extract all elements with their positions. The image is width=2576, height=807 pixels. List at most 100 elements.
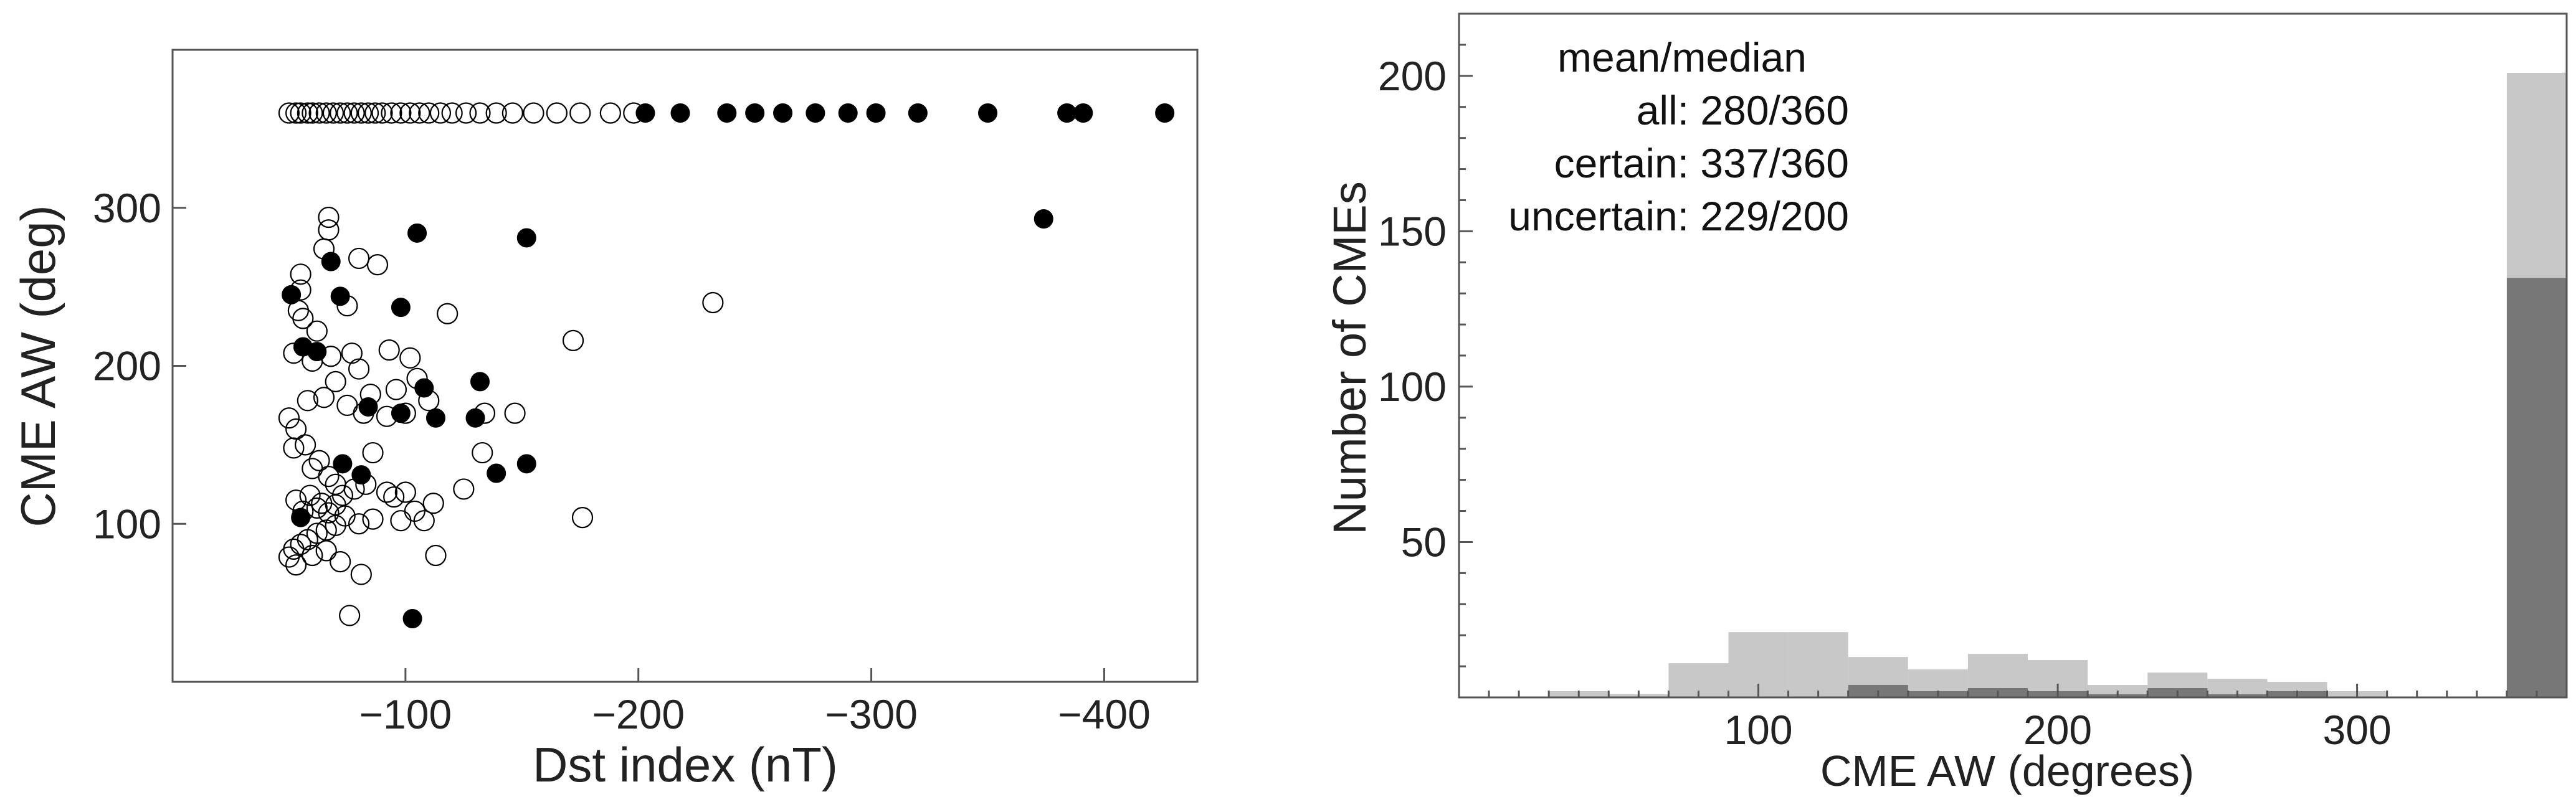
open-data-point [285,418,307,440]
filled-data-point [1034,209,1053,229]
stats-header: mean/median [1557,34,1807,80]
scatter-y-axis-title: CME AW (deg) [11,205,65,527]
open-data-point [371,102,393,124]
open-data-point [318,206,340,229]
histogram-x-axis-title: CME AW (degrees) [1820,747,2194,795]
scatter-x-tick-label: −200 [592,691,685,737]
filled-data-point [282,285,302,304]
filled-data-point [866,103,886,123]
filled-data-point [465,408,485,428]
histogram-x-tick-label: 300 [2323,707,2392,753]
filled-data-point [391,404,411,423]
open-data-point [336,102,358,124]
histogram-plot-frame [1458,12,2568,699]
open-data-point [308,450,330,471]
scatter-y-tick-label: 100 [93,501,161,547]
filled-data-point [838,103,858,123]
open-data-point [399,102,421,124]
open-data-point [315,540,337,562]
open-data-point [425,544,447,567]
filled-data-point [516,454,536,474]
filled-data-point [425,408,445,428]
open-data-point [285,554,307,576]
histogram-ticks: 100 200 300 50 100 150 200 [1378,44,2538,753]
open-data-point [376,481,398,503]
filled-data-point [402,609,422,628]
open-data-point [422,493,444,514]
filled-data-point [717,103,737,123]
open-data-point [278,407,300,429]
scatter-x-tick-label: −400 [1058,691,1151,737]
open-data-point [485,102,507,124]
filled-data-point [635,103,655,123]
scatter-x-axis-title: Dst index (nT) [533,737,838,792]
open-data-point [441,102,463,124]
open-data-point [350,564,372,585]
filled-data-point [1073,103,1093,123]
filled-data-point [745,103,765,123]
open-data-point [399,347,421,369]
open-data-point [546,102,568,124]
scatter-ticks: −100 −200 −300 −400 100 200 300 [93,185,1151,737]
open-data-point [702,291,724,314]
open-data-point [290,102,311,124]
filled-data-point [516,228,536,248]
open-data-point [562,329,584,352]
open-data-point [381,102,402,124]
open-data-point [472,441,493,464]
filled-data-point [291,507,311,527]
open-data-point [523,102,544,124]
open-data-point [350,102,372,124]
open-data-point [390,510,412,532]
open-data-point [290,263,311,285]
open-data-point [383,486,405,508]
filled-data-point [470,372,490,392]
open-data-point [278,102,300,124]
open-data-point [339,605,361,626]
open-data-point [437,303,459,324]
open-data-point [429,102,452,124]
open-data-point [283,437,305,459]
histogram-y-tick-label: 50 [1401,519,1447,565]
open-data-point [285,489,307,511]
open-data-point [569,102,591,124]
filled-data-point [391,298,411,318]
open-data-point [325,494,346,516]
filled-data-point [307,342,327,362]
open-data-point [318,219,340,241]
histogram-bar-certain [2506,278,2567,697]
open-data-point [571,506,594,529]
open-data-point [362,508,384,530]
open-data-point [330,551,351,573]
open-data-point [390,102,412,124]
scatter-plot-frame [171,49,1199,683]
filled-data-point [670,103,690,123]
stats-line-all: all: 280/360 [1637,87,1849,133]
filled-data-point [978,103,998,123]
filled-data-point [321,252,341,271]
filled-data-point [806,103,825,123]
stats-line-certain: certain: 337/360 [1554,140,1849,186]
open-data-point [378,339,400,361]
open-data-point [599,102,621,124]
open-data-point [366,254,389,276]
scatter-panel: −100 −200 −300 −400 100 200 300 Dst index (nT)… [11,49,1199,792]
histogram-y-tick-label: 200 [1378,53,1447,99]
filled-data-point [908,103,928,123]
histogram-panel: 100 200 300 50 100 150 200 CME AW (degrees) Nu… [1324,12,2568,795]
filled-data-point [333,454,353,474]
open-data-point [306,320,328,342]
open-data-point [504,402,526,424]
scatter-y-tick-label: 200 [93,343,161,389]
open-data-point [357,102,379,124]
open-data-point [348,247,370,270]
open-data-point [343,102,365,124]
filled-data-point [1057,103,1077,123]
histogram-x-tick-label: 200 [2023,707,2092,753]
open-data-point [394,481,416,503]
stats-annotation: mean/median all: 280/360 certain: 337/36… [1508,34,1849,239]
scatter-x-tick-label: −300 [825,691,918,737]
open-data-point [469,102,491,124]
open-data-point [278,546,300,568]
